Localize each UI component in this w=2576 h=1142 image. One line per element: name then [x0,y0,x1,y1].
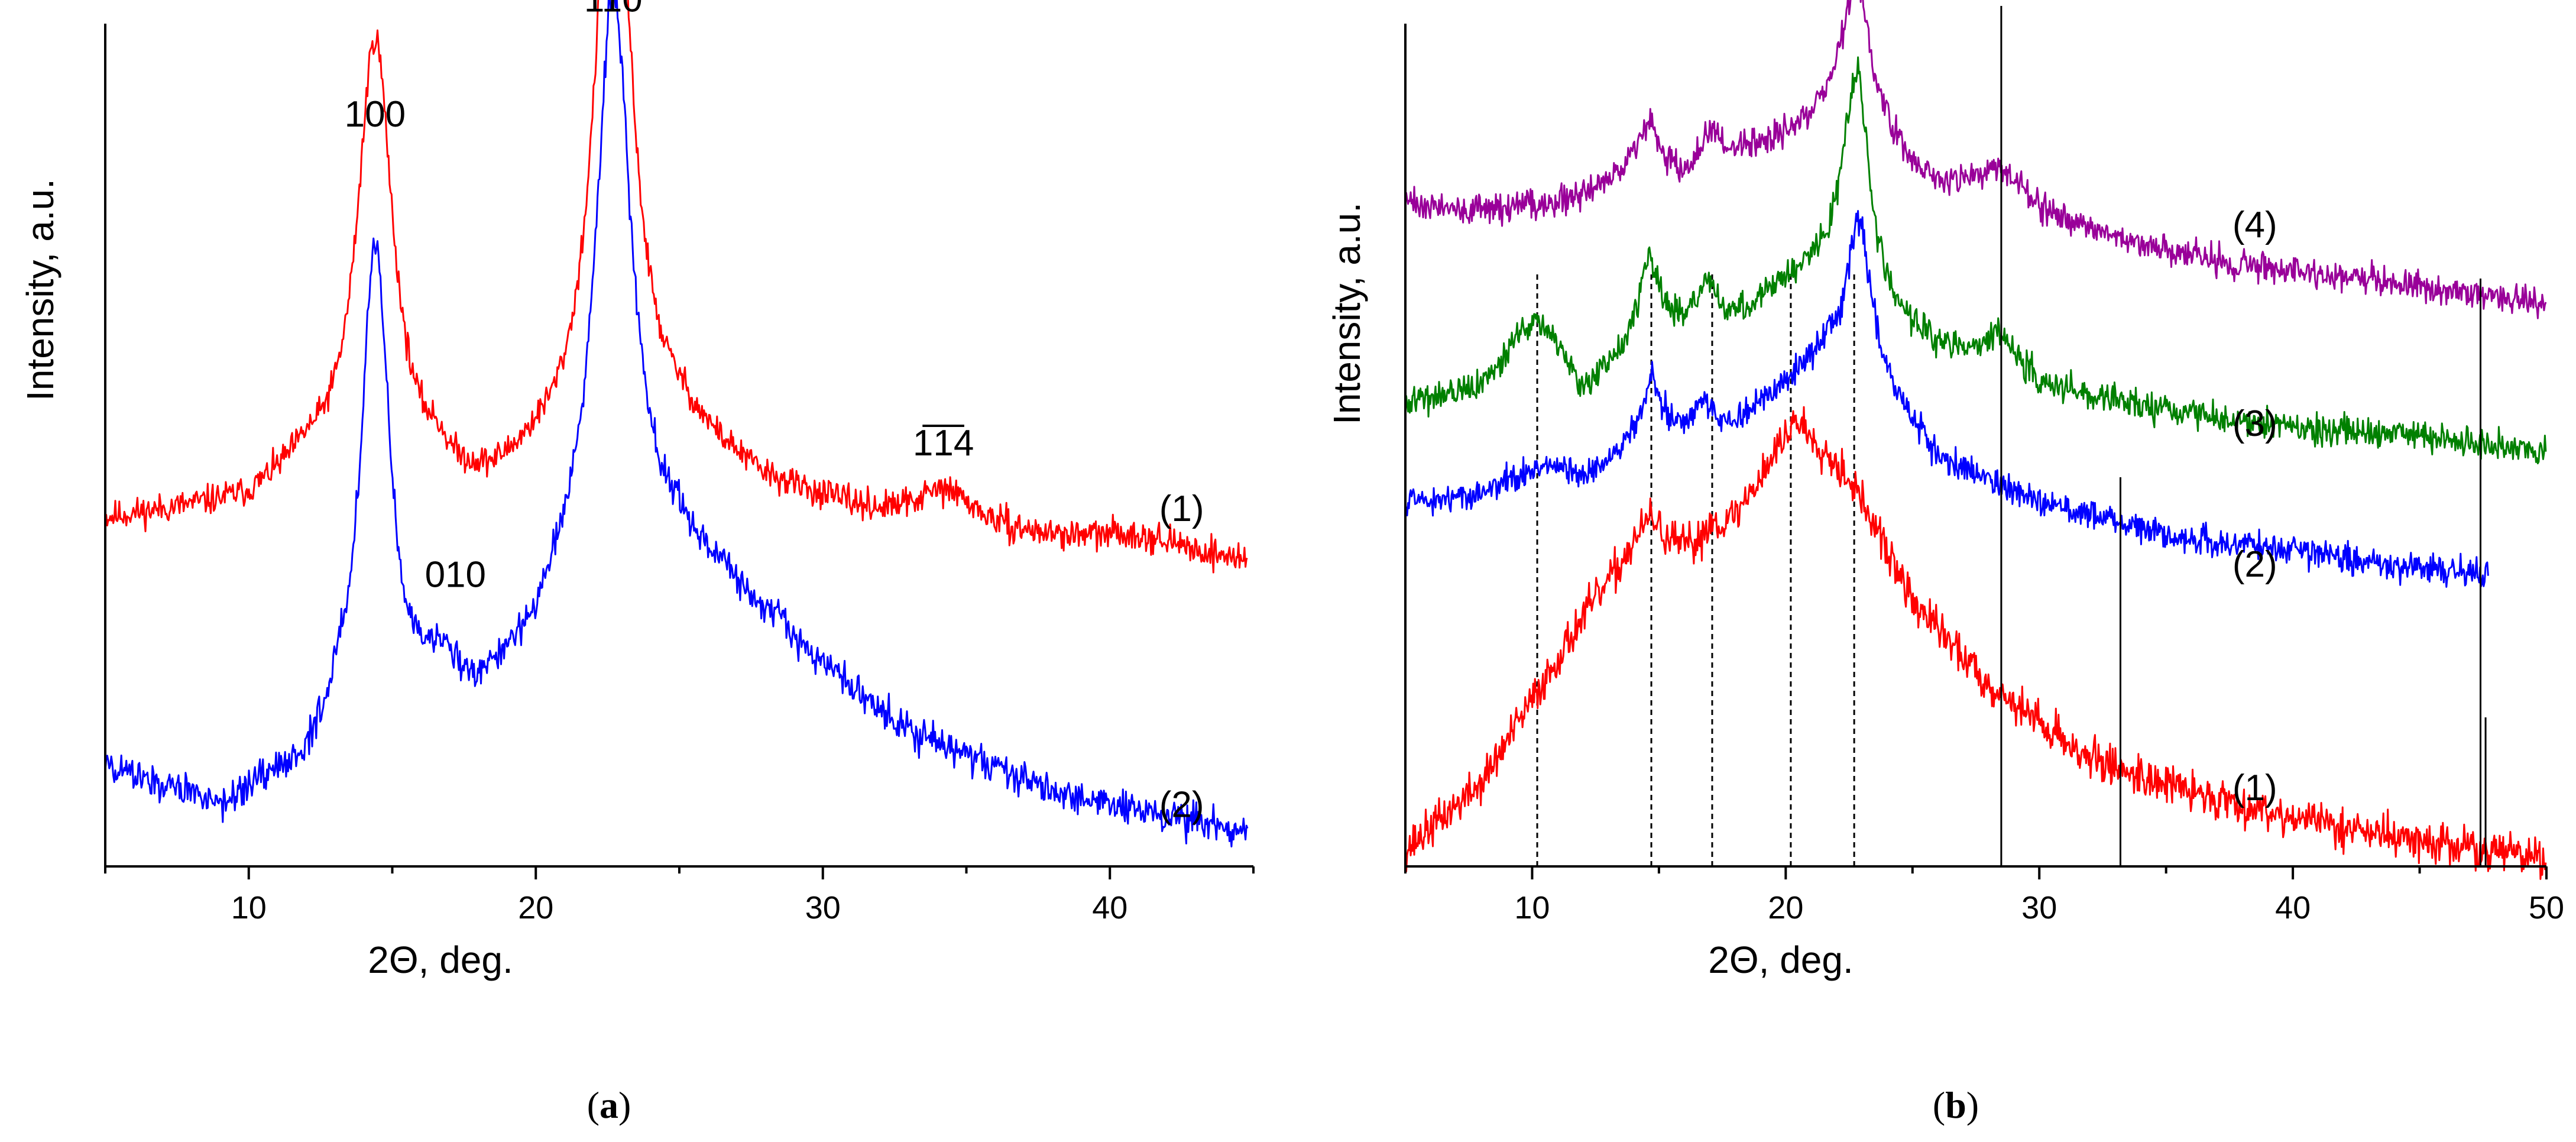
panel-b-label-letter: b [1945,1084,1966,1126]
panel-a-ylabel: Intensity, a.u. [19,179,61,401]
series-1-line [104,0,1248,574]
x-tick-label-10: 10 [231,890,267,926]
panel-a: 10 20 30 40 100 110 1̅1̅4 010 (1) (2) 2Θ, deg. I… [19,0,1255,1126]
panel-b-xlabel: 2Θ, deg. [1708,939,1854,981]
panel-a-xlabel: 2Θ, deg. [368,939,513,981]
annotation-2-4: (2) [2232,544,2277,585]
x-tick-label-20: 20 [518,890,553,926]
panel-a-ticks: 10 20 30 40 [104,866,1255,926]
annotation-100-1: 100 [345,94,406,135]
annotation-1-5: (1) [1159,488,1204,529]
x-tick-label-10: 10 [1514,890,1550,926]
x-tick-label-20: 20 [1768,890,1803,926]
series-2-line [104,0,1249,847]
x-tick-label-40: 40 [2275,890,2311,926]
panel-b-annotations: (5)(4)(3)(2)(1) [2232,205,2277,808]
x-tick-label-50: 50 [2529,890,2564,926]
panel-a-annotations: 100 110 1̅1̅4 010 (1) (2) [345,0,1204,826]
panel-a-label-letter: a [600,1084,618,1126]
annotation-3-3: (3) [2232,403,2277,444]
panel-a-axes [104,24,1253,868]
annotation-4-2: (4) [2232,205,2277,245]
annotation-1-5: (1) [2232,768,2277,808]
panel-b-ticks: 10 20 30 40 50 [1404,866,2564,926]
series-4-line [1404,0,2547,319]
annotation-110-2: 110 [584,0,643,20]
annotation-114-3: 1̅1̅4 [913,423,974,464]
x-tick-label-30: 30 [2021,890,2057,926]
panel-b-label: (b) [1933,1084,1979,1126]
series-2-line [1404,210,2489,588]
annotation-2-6: (2) [1159,785,1204,826]
panel-b-axes [1404,24,2546,868]
panel-b-series [1404,0,2547,880]
panel-b-label-close: ) [1966,1084,1979,1126]
x-tick-label-30: 30 [805,890,841,926]
x-tick-label-40: 40 [1092,890,1127,926]
series-1-line [1404,406,2547,880]
panel-b-ylabel: Intensity, a.u. [1326,202,1368,425]
series-3-line [1404,56,2547,465]
annotation-010-4: 010 [425,554,486,595]
panel-a-label-close: ) [618,1084,631,1126]
panel-b-label-open: ( [1933,1084,1945,1126]
panel-a-label-open: ( [587,1084,600,1126]
panel-a-series [104,0,1249,847]
panel-a-label: (a) [587,1084,631,1126]
